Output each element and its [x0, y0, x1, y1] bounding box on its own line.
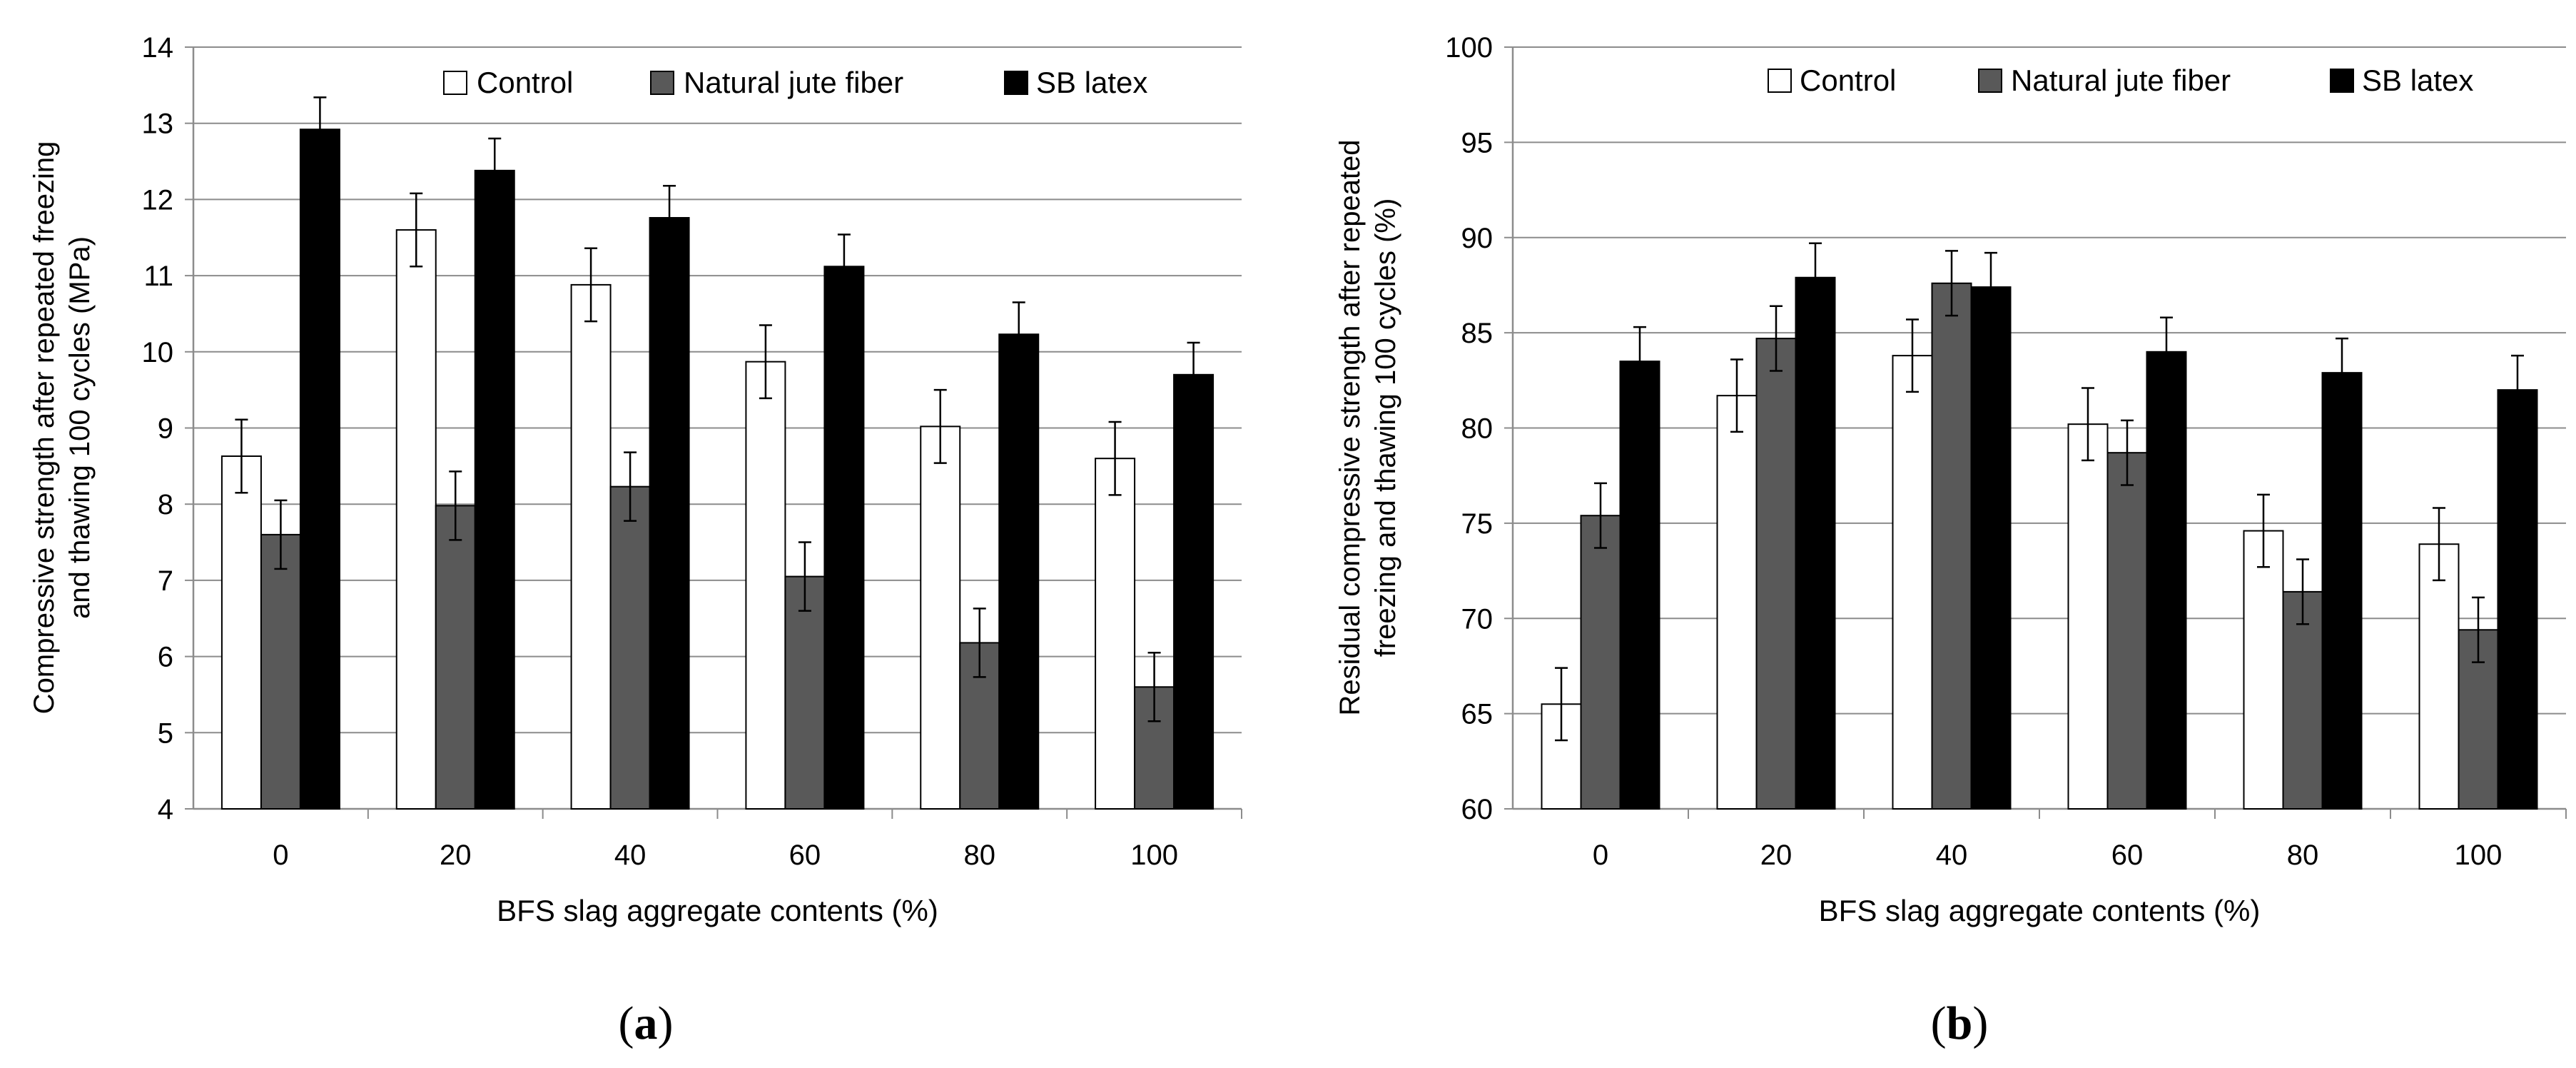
- panel-letter: b: [1947, 997, 1973, 1049]
- bar-control: [2243, 530, 2284, 810]
- chart-panel-a: 4 5 6 7 8 9 10 11 12 13 14 0 20 40 60 80 100 Control Natur…: [29, 32, 1242, 1049]
- bar-sb-latex: [1970, 286, 2012, 810]
- legend-swatch: [1768, 69, 1792, 93]
- x-tick-label: 80: [2287, 840, 2319, 871]
- y-tick-label: 75: [1461, 508, 1494, 540]
- y-tick-label: 90: [1461, 223, 1494, 254]
- panel-label: (a): [619, 997, 674, 1049]
- y-tick-label: 60: [1461, 794, 1494, 825]
- legend-swatch: [2330, 69, 2354, 93]
- bar-sb-latex: [649, 217, 690, 810]
- y-tick-label: 85: [1461, 318, 1494, 349]
- bar-control: [570, 283, 612, 810]
- bar-sb-latex: [1619, 361, 1660, 810]
- legend-label: Control: [477, 66, 573, 99]
- y-axis-label: freezing and thawing 100 cycles (%): [1370, 198, 1401, 658]
- legend-swatch: [1004, 71, 1028, 95]
- legend-swatch: [1978, 69, 2002, 93]
- y-tick-label: 5: [158, 717, 173, 749]
- bar-control: [2067, 423, 2109, 810]
- bar-natural-jute-fiber: [2106, 452, 2148, 810]
- legend-label: Control: [1800, 64, 1896, 97]
- y-axis-label: and thawing 100 cycles (MPa): [64, 236, 96, 619]
- bar-sb-latex: [1173, 373, 1215, 810]
- x-tick-label: 20: [440, 840, 472, 871]
- x-tick-label: 80: [964, 840, 996, 871]
- y-tick-label: 95: [1461, 127, 1494, 158]
- legend-label: Natural jute fiber: [684, 66, 903, 99]
- x-tick-label: 60: [2111, 840, 2144, 871]
- bar-control: [395, 229, 437, 810]
- legend-swatch: [443, 71, 467, 95]
- x-tick-label: 0: [273, 840, 288, 871]
- bar-control: [1716, 395, 1758, 810]
- x-tick-label: 100: [1130, 840, 1178, 871]
- chart-panel-b: 60 65 70 75 80 85 90 95 100 0 20 40 60 80 100 Control Na…: [1334, 32, 2567, 1049]
- bar-sb-latex: [474, 169, 515, 810]
- y-tick-label: 100: [1445, 32, 1493, 64]
- bar-natural-jute-fiber: [609, 485, 651, 810]
- x-tick-label: 40: [614, 840, 646, 871]
- y-tick-label: 65: [1461, 699, 1494, 730]
- bar-natural-jute-fiber: [784, 575, 826, 810]
- legend-label: Natural jute fiber: [2011, 64, 2231, 97]
- y-tick-label: 70: [1461, 603, 1494, 635]
- bar-natural-jute-fiber: [260, 533, 301, 810]
- y-tick-label: 13: [142, 109, 174, 140]
- y-tick-label: 14: [142, 32, 174, 64]
- legend-swatch: [650, 71, 674, 95]
- bar-control: [920, 425, 961, 810]
- bar-sb-latex: [2497, 389, 2538, 810]
- y-tick-label: 80: [1461, 413, 1494, 445]
- bar-sb-latex: [2146, 351, 2187, 810]
- y-tick-label: 10: [142, 337, 174, 368]
- x-axis-label: BFS slag aggregate contents (%): [1819, 894, 2261, 927]
- y-tick-label: 9: [158, 413, 173, 445]
- x-tick-label: 100: [2455, 840, 2503, 871]
- bar-control: [220, 455, 262, 810]
- y-axis-label: Compressive strength after repeated free…: [29, 141, 60, 715]
- legend-label: SB latex: [1036, 66, 1147, 99]
- bar-control: [1095, 458, 1136, 810]
- panel-label: (b): [1931, 997, 1989, 1049]
- bar-sb-latex: [299, 129, 340, 810]
- bar-sb-latex: [823, 266, 865, 810]
- x-axis-label: BFS slag aggregate contents (%): [497, 894, 938, 927]
- y-tick-label: 11: [143, 261, 173, 292]
- x-tick-label: 20: [1760, 840, 1792, 871]
- legend-label: SB latex: [2362, 64, 2473, 97]
- y-tick-label: 8: [158, 489, 173, 520]
- y-tick-label: 4: [158, 794, 173, 825]
- bar-natural-jute-fiber: [435, 505, 476, 810]
- x-tick-label: 40: [1936, 840, 1968, 871]
- y-tick-label: 7: [158, 565, 173, 597]
- panel-letter: a: [634, 997, 658, 1049]
- bar-natural-jute-fiber: [1580, 515, 1621, 810]
- bar-control: [1892, 355, 1933, 810]
- bar-sb-latex: [998, 333, 1040, 810]
- bar-sb-latex: [2321, 372, 2363, 810]
- bar-sb-latex: [1795, 276, 1836, 810]
- bar-control: [2418, 543, 2460, 810]
- x-tick-label: 60: [789, 840, 821, 871]
- bar-natural-jute-fiber: [1755, 338, 1797, 810]
- y-tick-label: 12: [142, 184, 174, 216]
- y-tick-label: 6: [158, 642, 173, 673]
- y-axis-label: Residual compressive strength after repe…: [1334, 139, 1366, 715]
- x-tick-label: 0: [1593, 840, 1608, 871]
- bar-natural-jute-fiber: [1931, 282, 1972, 810]
- bar-control: [745, 361, 786, 810]
